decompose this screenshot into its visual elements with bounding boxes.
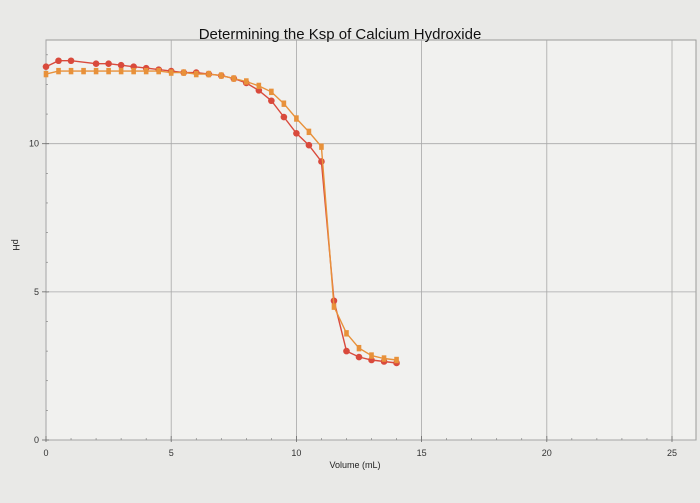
data-point	[319, 143, 324, 150]
x-tick-label: 10	[291, 448, 301, 458]
data-point	[118, 67, 124, 75]
y-axis-label: pH	[11, 239, 21, 251]
data-point	[218, 72, 224, 79]
chart-title: Determining the Ksp of Calcium Hydroxide	[199, 26, 482, 43]
x-tick-label: 5	[169, 448, 174, 458]
data-point	[306, 128, 312, 136]
data-point	[294, 115, 299, 122]
data-point	[280, 113, 288, 121]
data-point	[181, 69, 187, 76]
data-point	[67, 57, 75, 65]
data-point	[105, 60, 112, 68]
series-layer	[42, 57, 400, 367]
data-point	[318, 158, 325, 165]
data-point	[143, 67, 149, 75]
data-point	[93, 67, 99, 75]
data-point	[156, 67, 161, 75]
x-tick-label: 20	[542, 448, 552, 458]
data-point	[344, 330, 349, 337]
data-point	[269, 88, 274, 96]
grid-lines	[45, 40, 696, 441]
data-point	[168, 69, 174, 76]
data-point	[81, 67, 86, 75]
data-point	[106, 67, 111, 75]
data-point	[43, 70, 49, 78]
x-tick-label: 15	[417, 448, 427, 458]
axis-ticks: 0 5 10 15 20 25 0 5 10	[29, 54, 677, 458]
data-point	[343, 347, 350, 355]
data-point	[117, 61, 125, 69]
data-point	[256, 82, 262, 90]
data-point	[231, 75, 237, 82]
x-tick-label: 25	[667, 448, 677, 458]
data-point	[355, 353, 363, 361]
data-point	[42, 63, 50, 70]
y-tick-label: 10	[29, 139, 39, 149]
data-point	[369, 352, 374, 359]
data-point	[193, 70, 199, 78]
y-tick-label: 5	[34, 287, 39, 297]
x-axis-label: Volume (mL)	[329, 460, 380, 470]
data-point	[293, 130, 300, 137]
data-point	[281, 100, 287, 107]
data-point	[305, 141, 313, 149]
data-point	[331, 303, 337, 310]
data-point	[244, 78, 249, 85]
data-point	[68, 67, 74, 75]
x-tick-label: 0	[43, 448, 48, 458]
data-point	[394, 356, 399, 364]
series-2	[43, 67, 399, 364]
data-point	[268, 97, 275, 105]
data-point	[55, 57, 62, 65]
data-point	[92, 60, 100, 68]
data-point	[356, 344, 362, 352]
y-tick-label: 0	[34, 435, 39, 445]
data-point	[131, 67, 136, 75]
data-point	[381, 355, 387, 362]
plot-area	[45, 39, 697, 441]
data-point	[56, 67, 61, 75]
data-point	[206, 70, 212, 78]
